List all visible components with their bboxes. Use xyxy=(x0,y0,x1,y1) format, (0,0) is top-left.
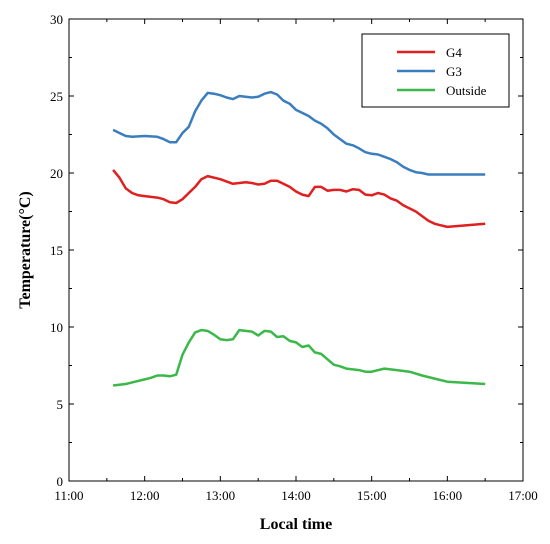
y-tick-label: 25 xyxy=(50,89,63,104)
y-tick-label: 0 xyxy=(57,474,64,489)
legend-box xyxy=(361,33,510,108)
x-axis-title: Local time xyxy=(260,516,332,533)
legend-label-g3: G3 xyxy=(446,64,462,79)
y-tick-label: 10 xyxy=(50,320,63,335)
y-tick-label: 5 xyxy=(57,397,64,412)
x-tick-label: 13:00 xyxy=(206,488,236,503)
series-line-g3 xyxy=(112,90,486,176)
series-line-outside xyxy=(112,328,486,387)
y-axis-title: Temperature(°C) xyxy=(17,191,34,308)
legend: G4 G3 Outside xyxy=(361,33,510,108)
x-tick-label: 11:00 xyxy=(54,488,83,503)
y-tick-label: 30 xyxy=(50,12,63,27)
x-tick-label: 15:00 xyxy=(357,488,387,503)
legend-label-outside: Outside xyxy=(446,83,487,98)
x-tick-label: 12:00 xyxy=(130,488,160,503)
x-tick-label: 14:00 xyxy=(281,488,311,503)
legend-label-g4: G4 xyxy=(446,45,462,60)
x-tick-label: 16:00 xyxy=(433,488,463,503)
plot-series xyxy=(112,90,486,387)
axes: 11:00 12:00 13:00 14:00 15:00 16:00 17:00 0 5 10 1… xyxy=(50,12,538,503)
y-tick-label: 20 xyxy=(50,166,63,181)
x-tick-label: 17:00 xyxy=(508,488,538,503)
y-tick-label: 15 xyxy=(50,243,63,258)
series-line-g4 xyxy=(112,169,486,229)
